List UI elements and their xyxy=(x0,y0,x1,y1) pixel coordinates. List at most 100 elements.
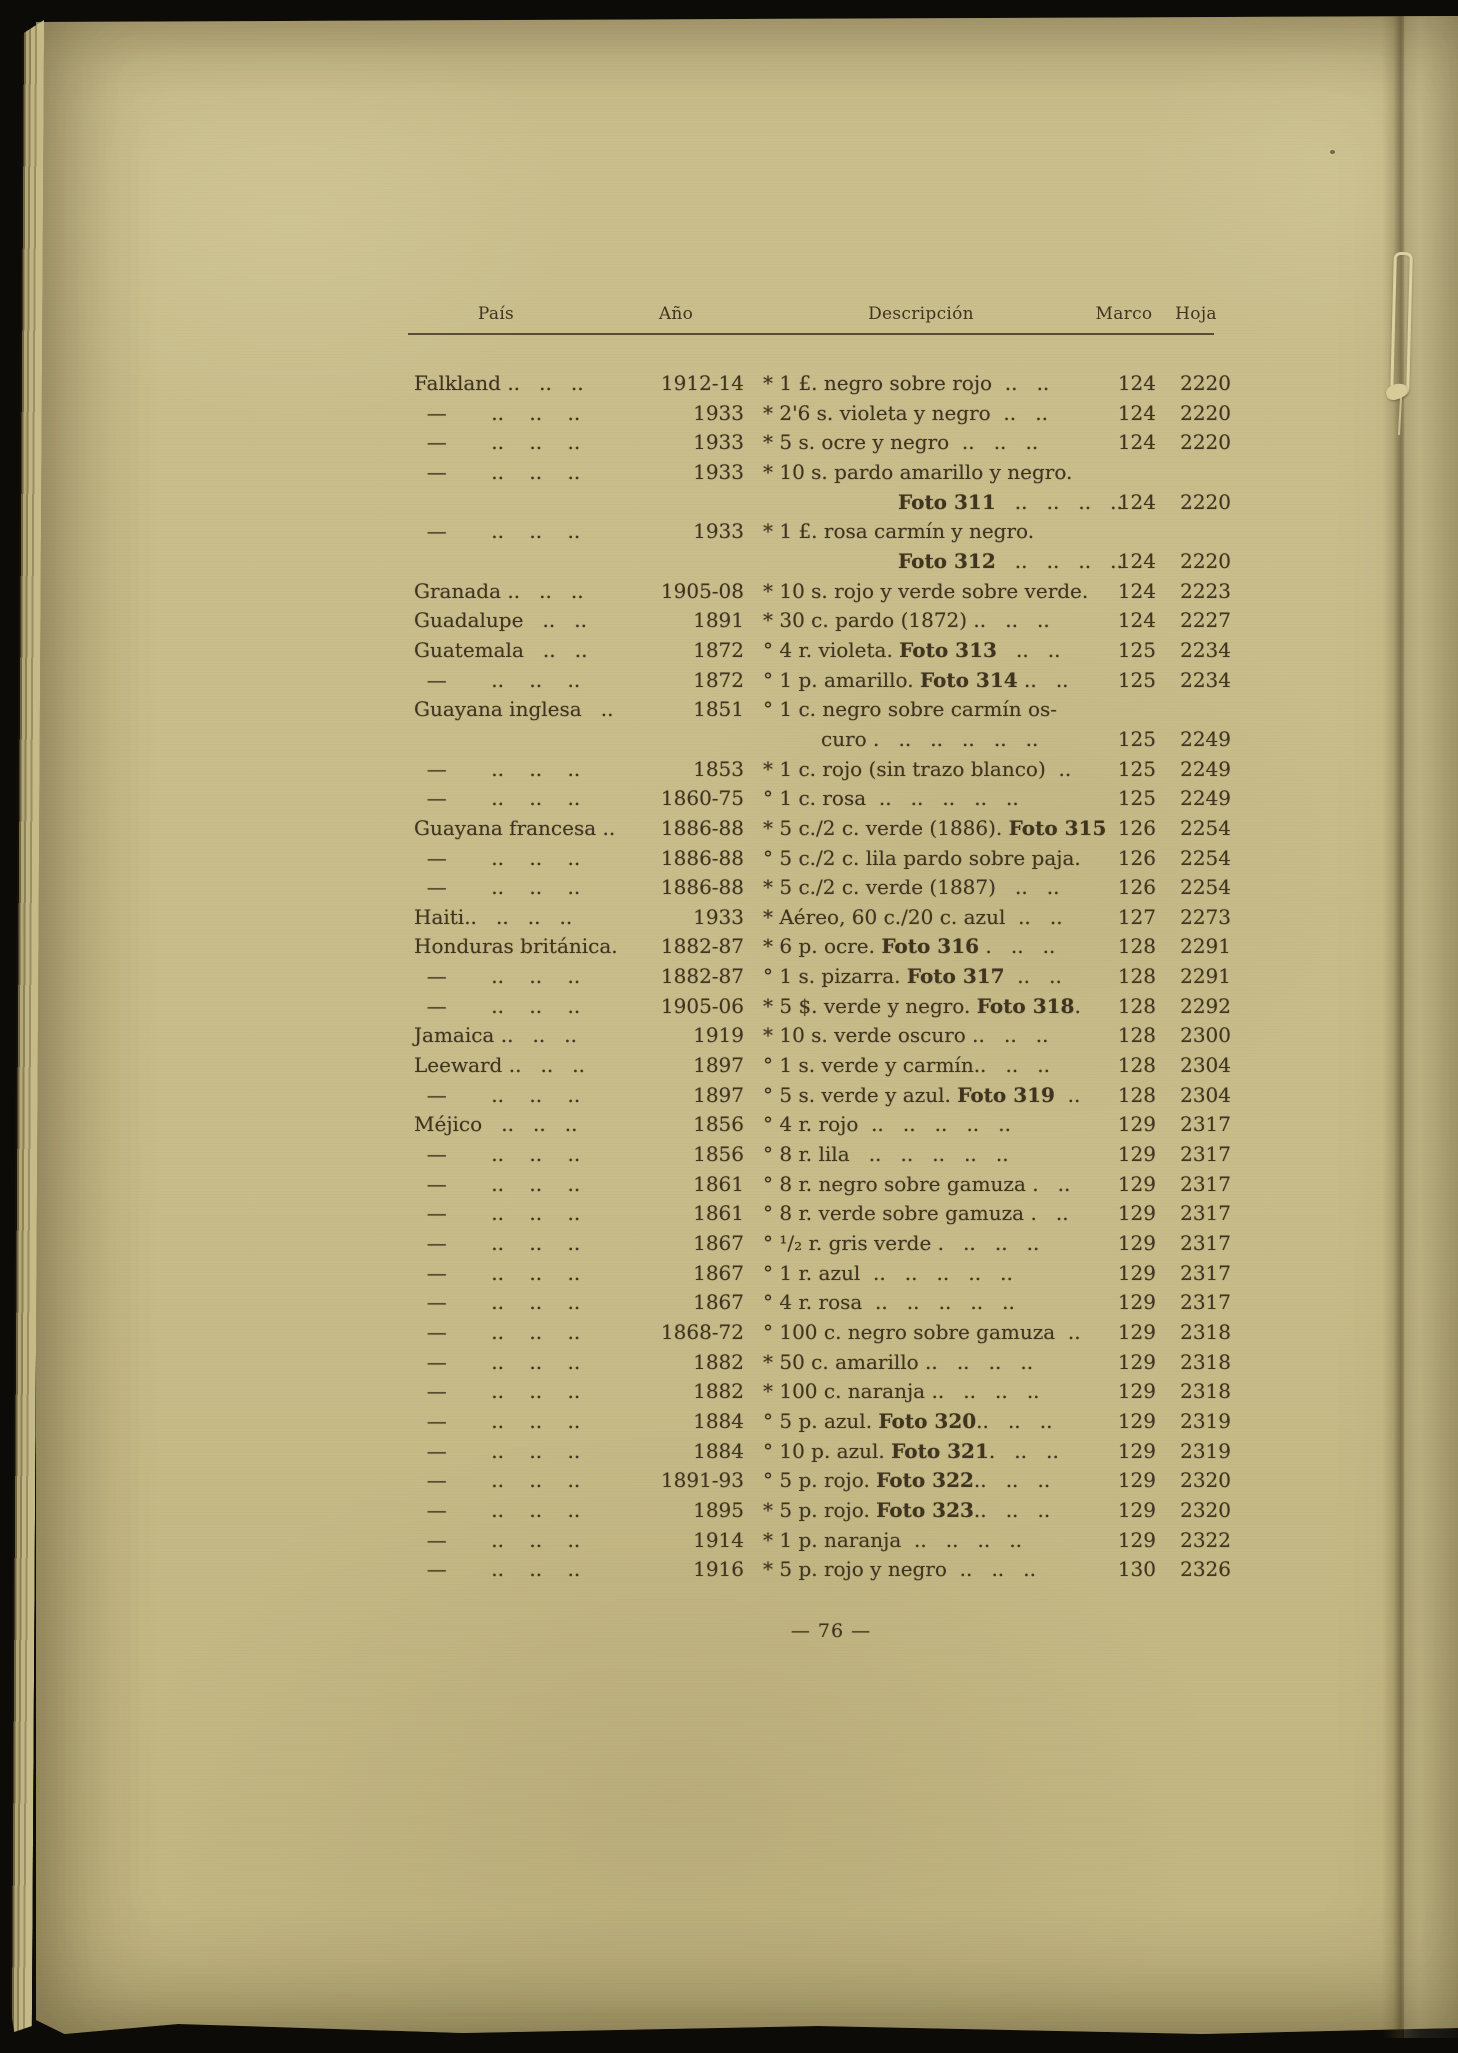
hoja-cell: 2220 xyxy=(1180,430,1231,455)
table-rows: Falkland .. .. .. 1912-14 * 1 £. negro sob… xyxy=(408,335,1231,1585)
ano-cell: 1905-08 xyxy=(660,578,744,603)
hoja-cell: 2220 xyxy=(1180,489,1231,514)
table-row: Honduras británica. 1882-87 * 6 p. ocre. F… xyxy=(408,932,1231,962)
marco-cell: 129 xyxy=(1117,1142,1156,1167)
table-row: Guatemala .. .. 1872 ° 4 r. violeta. Foto … xyxy=(408,636,1231,666)
table-row: — .. .. .. 1853 * 1 c. rojo (sin trazo bla… xyxy=(408,755,1231,785)
header-rule xyxy=(408,333,1214,335)
pais-cell: — .. .. .. xyxy=(414,400,581,425)
pais-cell: — .. .. .. xyxy=(414,1260,581,1285)
hoja-cell: 2234 xyxy=(1180,637,1231,662)
ano-cell: 1861 xyxy=(693,1201,744,1226)
hoja-cell: 2291 xyxy=(1180,964,1231,989)
desc-line: * 10 s. verde oscuro .. .. .. xyxy=(763,1023,1049,1048)
table-row: — .. .. .. 1884 ° 5 p. azul. Foto 320.. ..… xyxy=(408,1407,1231,1437)
marco-cell: 125 xyxy=(1117,637,1156,662)
ano-cell: 1882-87 xyxy=(660,934,744,959)
hoja-cell: 2220 xyxy=(1180,371,1231,395)
desc-cell: ° 4 r. violeta. Foto 313 .. .. xyxy=(744,636,1104,666)
desc-line-2: Foto 311 .. .. .. .. xyxy=(898,489,1123,514)
pais-cell: — .. .. .. xyxy=(414,459,581,484)
desc-cell: * 5 s. ocre y negro .. .. .. xyxy=(744,428,1104,458)
ano-cell: 1851 xyxy=(693,697,744,722)
pais-cell: Guayana francesa .. xyxy=(414,815,616,840)
desc-line: * 5 s. ocre y negro .. .. .. xyxy=(763,430,1039,455)
desc-line: * 5 c./2 c. verde (1887) .. .. xyxy=(763,875,1060,900)
column-header-pais: País xyxy=(477,304,515,324)
marco-cell: 129 xyxy=(1117,1527,1156,1552)
hoja-cell: 2292 xyxy=(1180,993,1231,1018)
table-row: — .. .. .. 1884 ° 10 p. azul. Foto 321. ..… xyxy=(408,1437,1231,1467)
ano-cell: 1891-93 xyxy=(660,1468,744,1493)
pais-cell: Guadalupe .. .. xyxy=(414,608,587,633)
hoja-cell: 2320 xyxy=(1180,1497,1231,1522)
desc-cell: ° 8 r. lila .. .. .. .. .. xyxy=(744,1140,1104,1170)
marco-cell: 124 xyxy=(1117,430,1156,455)
desc-cell: * 5 p. rojo. Foto 323.. .. .. xyxy=(744,1496,1104,1526)
pais-cell: — .. .. .. xyxy=(414,786,581,811)
pais-cell: — .. .. .. xyxy=(414,1201,581,1226)
ano-cell: 1856 xyxy=(693,1142,744,1167)
desc-line: * 6 p. ocre. Foto 316 . .. .. xyxy=(763,934,1056,959)
ano-cell: 1886-88 xyxy=(660,815,744,840)
desc-line: * 30 c. pardo (1872) .. .. .. xyxy=(763,608,1050,633)
pais-cell: — .. .. .. xyxy=(414,430,581,455)
ano-cell: 1919 xyxy=(693,1023,744,1048)
marco-cell: 128 xyxy=(1117,1082,1156,1107)
pais-cell: Méjico .. .. .. xyxy=(414,1112,578,1137)
ano-cell: 1860-75 xyxy=(660,786,744,811)
pais-cell: — .. .. .. xyxy=(414,1497,581,1522)
ano-cell: 1897 xyxy=(693,1082,744,1107)
desc-line: * 10 s. pardo amarillo y negro. xyxy=(763,459,1073,484)
ano-cell: 1872 xyxy=(693,667,744,692)
desc-line-2: Foto 312 .. .. .. .. xyxy=(898,548,1123,573)
marco-cell: 129 xyxy=(1117,1497,1156,1522)
ano-cell: 1856 xyxy=(693,1112,744,1137)
table-row: — .. .. .. 1933 * 10 s. pardo amarillo y n… xyxy=(408,458,1231,517)
desc-cell: * Aéreo, 60 c./20 c. azul .. .. xyxy=(744,903,1104,933)
desc-cell: * 1 £. rosa carmín y negro. Foto 312 .. .… xyxy=(744,517,1104,576)
desc-line: * 5 p. rojo. Foto 323.. .. .. xyxy=(763,1497,1051,1522)
pais-cell: — .. .. .. xyxy=(414,1171,581,1196)
desc-line: * 5 $. verde y negro. Foto 318. xyxy=(763,993,1081,1018)
desc-line: ° 5 s. verde y azul. Foto 319 .. xyxy=(763,1082,1081,1107)
table-row: Jamaica .. .. .. 1919 * 10 s. verde oscuro… xyxy=(408,1021,1231,1051)
marco-cell: 124 xyxy=(1117,548,1156,573)
page-number: — 76 — xyxy=(790,1620,872,1642)
hoja-cell: 2300 xyxy=(1180,1023,1231,1048)
hoja-cell: 2273 xyxy=(1180,904,1231,929)
marco-cell: 129 xyxy=(1117,1171,1156,1196)
hoja-cell: 2304 xyxy=(1180,1082,1231,1107)
pais-cell: — .. .. .. xyxy=(414,1379,581,1404)
hoja-cell: 2291 xyxy=(1180,934,1231,959)
marco-cell: 129 xyxy=(1117,1379,1156,1404)
hoja-cell: 2318 xyxy=(1180,1349,1231,1374)
desc-line: ° 4 r. violeta. Foto 313 .. .. xyxy=(763,637,1061,662)
ano-cell: 1933 xyxy=(693,430,744,455)
desc-cell: ° 4 r. rojo .. .. .. .. .. xyxy=(744,1110,1104,1140)
ano-cell: 1886-88 xyxy=(660,845,744,870)
marco-cell: 129 xyxy=(1117,1320,1156,1344)
table-row: — .. .. .. 1886-88 * 5 c./2 c. verde (1887… xyxy=(408,873,1231,903)
desc-cell: ° 8 r. negro sobre gamuza . .. xyxy=(744,1170,1104,1200)
pais-cell: — .. .. .. xyxy=(414,1320,581,1344)
desc-line: ° 1 p. amarillo. Foto 314 .. .. xyxy=(763,667,1069,692)
hoja-cell: 2317 xyxy=(1180,1112,1231,1137)
ano-cell: 1916 xyxy=(693,1557,744,1582)
desc-line: ° 5 c./2 c. lila pardo sobre paja. xyxy=(763,845,1081,870)
pais-cell: Guayana inglesa .. xyxy=(414,697,614,722)
desc-cell: * 10 s. pardo amarillo y negro. Foto 311 … xyxy=(744,458,1104,517)
desc-cell: ° 1 s. pizarra. Foto 317 .. .. xyxy=(744,962,1104,992)
desc-cell: ° 10 p. azul. Foto 321. .. .. xyxy=(744,1437,1104,1467)
marco-cell: 129 xyxy=(1117,1468,1156,1493)
hoja-cell: 2249 xyxy=(1180,726,1231,751)
hoja-cell: 2319 xyxy=(1180,1438,1231,1463)
desc-line: ° 8 r. verde sobre gamuza . .. xyxy=(763,1201,1069,1226)
pais-cell: — .. .. .. xyxy=(414,519,581,544)
hoja-cell: 2220 xyxy=(1180,548,1231,573)
ano-cell: 1861 xyxy=(693,1171,744,1196)
desc-line: * 1 c. rojo (sin trazo blanco) .. xyxy=(763,756,1072,781)
table-row: — .. .. .. 1897 ° 5 s. verde y azul. Foto … xyxy=(408,1081,1231,1111)
desc-line: ° 1 c. rosa .. .. .. .. .. xyxy=(763,786,1019,811)
book-page: País Año Descripción Marco Hoja Falkland… xyxy=(36,16,1458,2038)
